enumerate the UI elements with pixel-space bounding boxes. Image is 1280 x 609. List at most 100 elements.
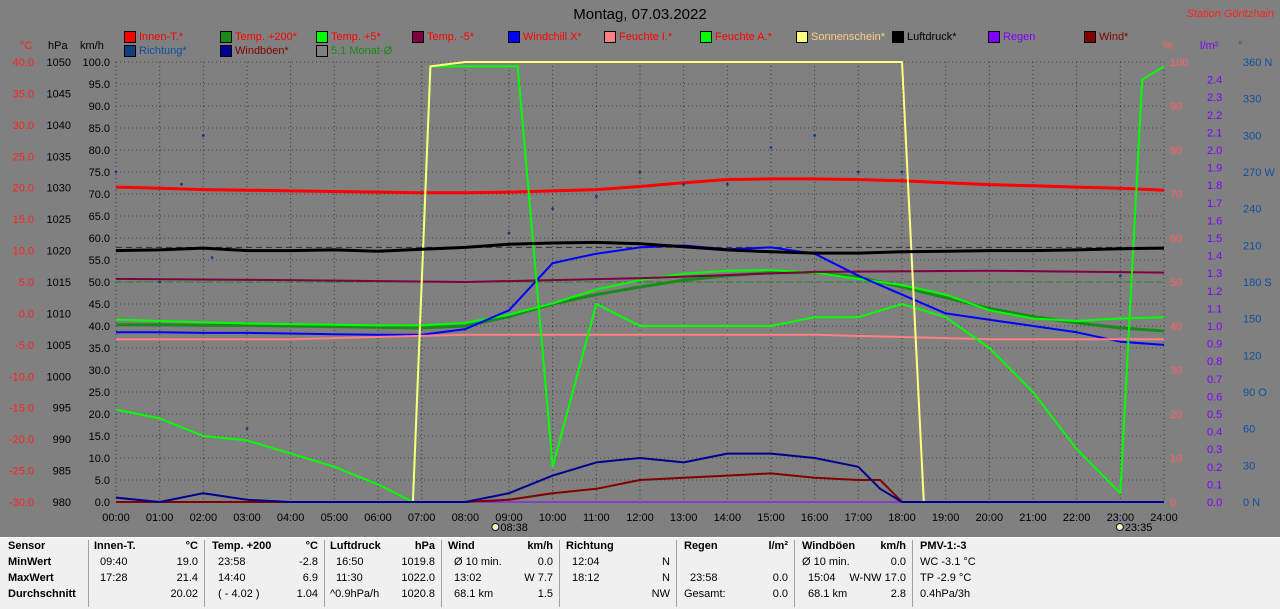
temp-tick-label: -10.0: [9, 371, 34, 383]
stats-value: WC -3.1 °C: [920, 556, 976, 568]
x-tick-label: 21:00: [1019, 512, 1047, 524]
wind-tick-label: 90.0: [89, 101, 110, 113]
rain-tick-label: 1.6: [1207, 215, 1222, 227]
stats-unit: l/m²: [768, 540, 788, 552]
pressure-tick-label: 1035: [47, 151, 71, 163]
chart-title: Montag, 07.03.2022: [573, 6, 707, 23]
stats-header: Regen: [684, 540, 718, 552]
x-tick-label: 13:00: [670, 512, 698, 524]
x-tick-label: 04:00: [277, 512, 305, 524]
legend-label: Innen-T.*: [139, 31, 184, 43]
rain-tick-label: 0.3: [1207, 444, 1222, 456]
pressure-tick-label: 995: [53, 403, 71, 415]
legend-item: Richtung*: [124, 45, 187, 57]
stats-value: NW: [651, 588, 670, 600]
pressure-tick-label: 1015: [47, 277, 71, 289]
direction-tick-label: 90 O: [1243, 387, 1267, 399]
stats-header: PMV-1:-3: [920, 540, 967, 552]
x-tick-label: 16:00: [801, 512, 829, 524]
series-line: [115, 177, 1165, 195]
rain-tick-label: 1.2: [1207, 286, 1222, 298]
stats-value: N: [662, 556, 670, 568]
rain-unit: l/m²: [1200, 40, 1219, 52]
rain-tick-label: 1.3: [1207, 268, 1222, 280]
stats-time: ^0.9hPa/h: [330, 588, 380, 600]
stats-divider: [912, 540, 913, 607]
stats-header: Windböen: [802, 540, 856, 552]
stats-time: [684, 556, 690, 568]
stats-wind-col: Wind km/h Ø 10 min. 0.0 13:02 W 7.7 68.1 km…: [448, 538, 553, 609]
stats-value: W-NW 17.0: [849, 572, 906, 584]
humidity-unit: %: [1163, 40, 1173, 52]
legend-item: Feuchte I.*: [604, 31, 672, 43]
axes-layer: 00:00 01:00 02:00 03:00 04:00 05:00 06:00 07:00…: [9, 57, 1275, 534]
stats-value: 6.9: [302, 572, 318, 584]
temp-tick-label: 5.0: [19, 277, 34, 289]
x-tick-label: 01:00: [146, 512, 174, 524]
wind-tick-label: 55.0: [89, 255, 110, 267]
legend-swatch: [220, 45, 232, 57]
stats-row-label: MaxWert: [8, 572, 54, 584]
direction-tick-label: 0 N: [1243, 497, 1260, 509]
rain-tick-label: 0.5: [1207, 409, 1222, 421]
legend-label: Regen: [1003, 31, 1036, 43]
stats-windboeen-col: Windböen km/h Ø 10 min. 0.0 15:04 W-NW 17.0…: [802, 538, 906, 609]
stats-temp200-col: Temp. +200 °C 23:58 -2.8 14:40 6.9 ( - 4.02…: [212, 538, 318, 609]
x-tick-label: 22:00: [1063, 512, 1091, 524]
x-tick-label: 05:00: [321, 512, 349, 524]
legend-swatch: [988, 31, 1000, 43]
stats-value: 0.0: [537, 556, 553, 568]
direction-tick-label: 150: [1243, 314, 1261, 326]
direction-tick-label: 210: [1243, 240, 1261, 252]
legend-swatch: [796, 31, 808, 43]
pressure-tick-label: 1020: [47, 246, 71, 258]
stats-value: 1022.0: [401, 572, 435, 584]
stats-time: [566, 588, 572, 600]
direction-point: [725, 182, 729, 186]
rain-tick-label: 2.4: [1207, 75, 1222, 87]
stats-value: 19.0: [176, 556, 198, 568]
wind-tick-label: 25.0: [89, 387, 110, 399]
legend-swatch: [316, 45, 328, 57]
legend-swatch: [412, 31, 424, 43]
direction-tick-label: 180 S: [1243, 277, 1272, 289]
pressure-tick-label: 1000: [47, 371, 71, 383]
stats-pmv-col: PMV-1:-3 WC -3.1 °C TP -2.9 °C 0.4hPa/3h: [920, 538, 1020, 609]
stats-time: 11:30: [336, 572, 363, 584]
legend-item: Temp. -5*: [412, 31, 474, 43]
temp-tick-label: 35.0: [13, 88, 34, 100]
stats-time: 17:28: [100, 572, 128, 584]
stats-value: 1.5: [537, 588, 553, 600]
sunrise-icon: [491, 523, 500, 531]
legend-label: Temp. +200*: [235, 31, 298, 43]
legend-item: Sonnenschein*: [796, 31, 885, 43]
stats-value: W 7.7: [524, 572, 553, 584]
wind-tick-label: 95.0: [89, 79, 110, 91]
wind-tick-label: 30.0: [89, 365, 110, 377]
stats-unit: km/h: [527, 540, 553, 552]
humidity-tick-label: 50: [1170, 277, 1182, 289]
rain-tick-label: 0.8: [1207, 356, 1222, 368]
stats-value: TP -2.9 °C: [920, 572, 972, 584]
temp-unit: °C: [20, 40, 33, 52]
legend-item: Temp. +5*: [316, 31, 381, 43]
legend-label: Windchill X*: [523, 31, 582, 43]
legend-item: Regen: [988, 31, 1035, 43]
legend-label: Temp. +5*: [331, 31, 381, 43]
rain-tick-label: 1.1: [1207, 303, 1222, 315]
direction-point: [245, 427, 249, 431]
stats-time: Ø 10 min.: [802, 556, 850, 568]
stats-header: Temp. +200: [212, 540, 272, 552]
legend-label: Windböen*: [235, 45, 289, 57]
rain-tick-label: 1.4: [1207, 251, 1222, 263]
rain-tick-label: 1.0: [1207, 321, 1222, 333]
x-tick-label: 11:00: [583, 512, 610, 524]
stats-value: N: [662, 572, 670, 584]
legend-label: Luftdruck*: [907, 31, 957, 43]
humidity-tick-label: 10: [1170, 453, 1182, 465]
humidity-tick-label: 20: [1170, 409, 1182, 421]
humidity-tick-label: 80: [1170, 145, 1182, 157]
x-tick-label: 18:00: [888, 512, 916, 524]
legend-swatch: [220, 31, 232, 43]
direction-point: [507, 231, 511, 235]
